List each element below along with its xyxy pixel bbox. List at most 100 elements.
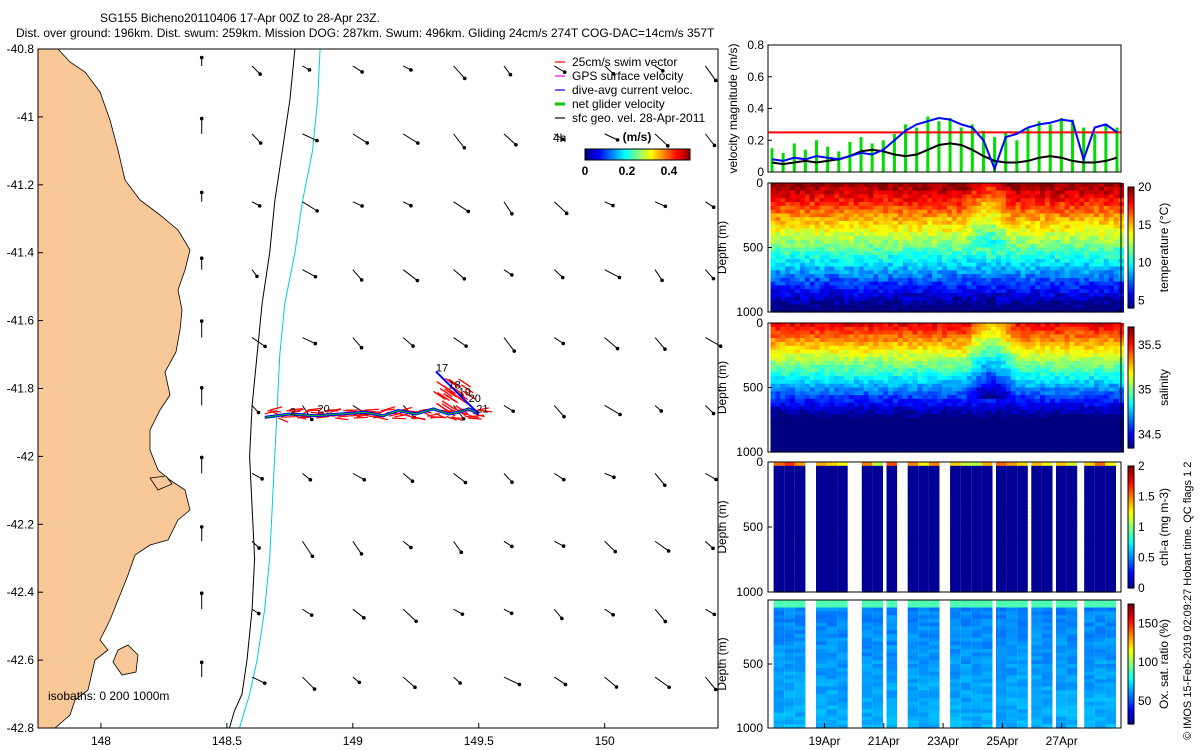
heatmap-cell [902, 345, 909, 351]
heatmap-cell [780, 368, 786, 373]
heatmap-cell [1020, 368, 1026, 373]
heatmap-cell [922, 345, 928, 351]
heatmap-cell [1005, 368, 1012, 373]
heatmap-cell [775, 224, 781, 230]
heatmap-cell [996, 220, 1002, 226]
heatmap-cell [893, 326, 899, 332]
heatmap-cell [853, 266, 860, 271]
heatmap-cell [799, 334, 806, 339]
heatmap-cell [888, 247, 894, 252]
heatmap-cell [1079, 220, 1085, 226]
heatmap-cell [888, 376, 894, 381]
colorbar-cell [636, 149, 638, 160]
heatmap-cell [834, 213, 840, 218]
heatmap-cell [1049, 293, 1056, 298]
y-tick-label: -42.6 [7, 653, 35, 667]
heatmap-cell [907, 251, 914, 256]
heatmap-cell [1010, 236, 1017, 241]
heatmap-cell [1059, 266, 1066, 271]
heatmap-cell [981, 285, 987, 290]
heatmap-cell [858, 448, 865, 453]
heatmap-cell [1108, 243, 1115, 249]
heatmap-cell [1035, 243, 1041, 249]
heatmap-cell [1069, 213, 1075, 218]
heatmap-cell [1094, 274, 1100, 279]
heatmap-cell [790, 383, 796, 389]
heatmap-cell [1035, 308, 1041, 313]
heatmap-cell [878, 444, 884, 449]
heatmap-cell [937, 417, 943, 423]
heatmap-cell [868, 444, 874, 449]
heatmap-cell [770, 220, 776, 226]
heatmap-cell [819, 266, 825, 271]
heatmap-cell [1103, 190, 1110, 195]
heatmap-cell [1108, 296, 1115, 302]
heatmap-cell [956, 353, 963, 358]
heatmap-cell [986, 205, 992, 211]
y-tick-label: 0.2 [747, 133, 764, 147]
heatmap-cell [976, 209, 982, 214]
heatmap-cell [844, 406, 850, 411]
heatmap-cell [839, 395, 845, 400]
heatmap-cell [1005, 402, 1012, 408]
heatmap-cell [1059, 224, 1066, 230]
heatmap-cell [853, 421, 860, 426]
heatmap-cell [932, 232, 938, 237]
heatmap-cell [956, 398, 963, 404]
heatmap-cell [1040, 186, 1046, 192]
heatmap-cell [1054, 224, 1061, 230]
heatmap-cell [883, 433, 889, 438]
heatmap-cell [991, 417, 997, 423]
heatmap-cell [947, 220, 953, 226]
heatmap-cell [775, 353, 781, 358]
heatmap-cell [819, 398, 825, 404]
heatmap-cell [927, 220, 933, 226]
heatmap-cell [947, 270, 953, 275]
heatmap-cell [1045, 326, 1051, 332]
heatmap-cell [844, 395, 850, 400]
heatmap-cell [961, 236, 968, 241]
heatmap-cell [942, 198, 948, 203]
heatmap-cell [780, 406, 786, 411]
heatmap-cell [961, 194, 968, 199]
heatmap-cell [1040, 190, 1046, 195]
heatmap-cell [824, 364, 830, 370]
heatmap-cell [799, 448, 806, 453]
heatmap-cell [819, 440, 825, 445]
heatmap-cell [1045, 376, 1051, 381]
heatmap-cell [966, 433, 973, 438]
heatmap-cell [942, 444, 948, 449]
heatmap-cell [1030, 255, 1036, 260]
heatmap-cell [1000, 228, 1007, 233]
heatmap-cell [839, 183, 845, 188]
heatmap-cell [819, 224, 825, 230]
heatmap-cell [1045, 304, 1051, 309]
heatmap-cell [839, 391, 845, 396]
heatmap-cell [795, 296, 801, 302]
heatmap-cell [976, 406, 982, 411]
heatmap-cell [912, 293, 919, 298]
heatmap-cell [1005, 406, 1012, 411]
heatmap-cell [996, 308, 1002, 313]
heatmap-cell [1010, 429, 1017, 434]
heatmap-cell [868, 448, 874, 453]
heatmap-cell [1010, 239, 1017, 245]
heatmap-cell [981, 338, 987, 343]
heatmap-cell [868, 285, 874, 290]
heatmap-cell [981, 220, 987, 226]
arrow-head [617, 275, 622, 280]
heatmap-cell [868, 402, 874, 408]
heatmap-cell [976, 334, 982, 339]
colorbar-cell [586, 149, 588, 160]
heatmap-cell [858, 183, 865, 188]
heatmap-cell [1010, 270, 1017, 275]
heatmap-cell [878, 391, 884, 396]
heatmap-cell [819, 202, 825, 207]
heatmap-cell [829, 217, 835, 222]
heatmap-cell [1020, 421, 1026, 426]
heatmap-cell [942, 228, 948, 233]
heatmap-cell [1005, 289, 1012, 294]
heatmap-cell [878, 364, 884, 370]
heatmap-cell [1113, 285, 1120, 290]
heatmap-cell [991, 360, 997, 366]
